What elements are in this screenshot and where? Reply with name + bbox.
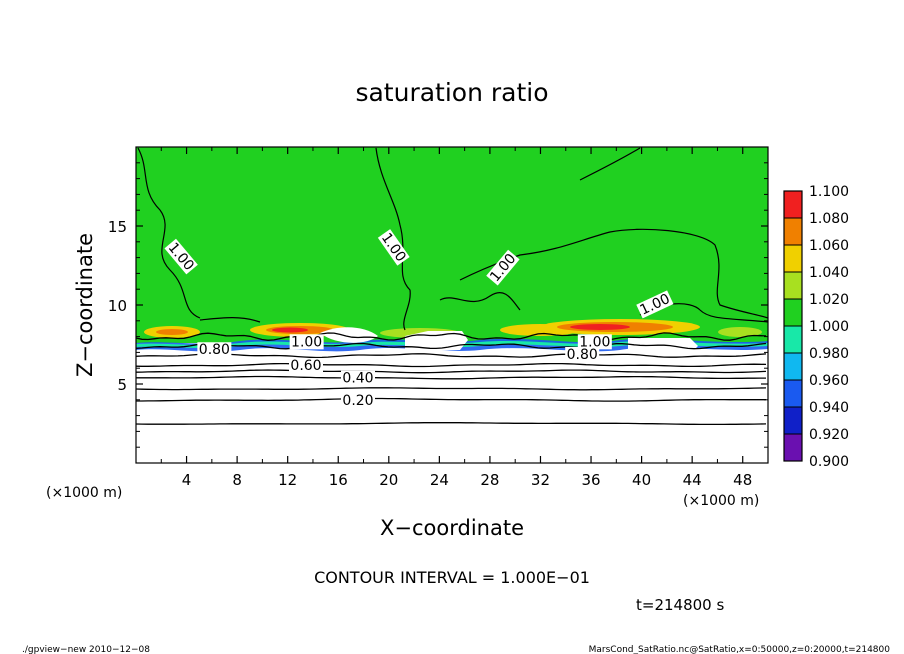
x-tick-label: 4 — [182, 471, 192, 489]
x-tick-label: 44 — [683, 471, 702, 489]
contour-label: 0.80 — [199, 342, 230, 358]
contour-label-bg — [289, 334, 324, 350]
contour-label-bg — [289, 358, 323, 374]
colorbar-label: 0.900 — [809, 454, 849, 470]
contour-line — [439, 291, 521, 311]
contour-line — [459, 228, 768, 319]
supersat-patch — [156, 329, 188, 335]
colorbar-label: 0.940 — [809, 400, 849, 416]
colorbar-label: 1.060 — [809, 238, 849, 254]
dry-pocket — [628, 338, 698, 354]
y-tick-label: 15 — [108, 218, 127, 236]
colorbar-label: 1.100 — [809, 184, 849, 200]
y-axis: 5 10 15 — [108, 162, 768, 448]
contour-label-bg — [565, 346, 600, 362]
contour-label: 0.80 — [567, 347, 598, 363]
contour-label-bg — [341, 370, 375, 386]
contour-label: 0.20 — [342, 393, 373, 409]
x-tick-label: 28 — [480, 471, 499, 489]
contour-label: 1.00 — [579, 334, 610, 350]
contour-label-bg — [341, 392, 375, 408]
colorbar-swatch — [784, 407, 802, 434]
plot-area — [136, 147, 768, 463]
contour-label: 0.40 — [342, 371, 373, 387]
colorbar-swatch — [784, 380, 802, 407]
colorbar-swatch — [784, 434, 802, 461]
supersat-patch — [718, 327, 762, 337]
colorbar-label: 1.020 — [809, 292, 849, 308]
contour-line-0.80 — [136, 342, 767, 350]
supersat-patch — [570, 324, 630, 330]
x-tick-label: 40 — [632, 471, 651, 489]
chart-title: saturation ratio — [355, 78, 548, 107]
colorbar-swatch — [784, 353, 802, 380]
colorbar-label: 1.080 — [809, 211, 849, 227]
colorbar-swatch — [784, 272, 802, 299]
contour-label-bg — [164, 238, 198, 275]
footer-left: ./gpview−new 2010−12−08 — [22, 645, 150, 654]
footer-right: MarsCond_SatRatio.nc@SatRatio,x=0:50000,… — [589, 645, 891, 654]
x-tick-label: 24 — [430, 471, 449, 489]
contour-label-bg — [577, 334, 612, 350]
colorbar: 0.900 0.920 0.940 0.960 0.980 1.000 1.020 1.040… — [783, 184, 849, 470]
contour-line-1.00 — [136, 332, 767, 341]
dry-pocket — [320, 327, 378, 343]
contour-label-bg — [636, 290, 674, 319]
x-tick-label: 8 — [232, 471, 242, 489]
colorbar-label: 0.920 — [809, 427, 849, 443]
contour-line — [136, 369, 767, 374]
x-unit-label-left: (×1000 m) — [46, 485, 122, 501]
contour-line — [199, 317, 261, 323]
subsaturated-region — [136, 343, 768, 463]
contour-line — [136, 352, 767, 359]
x-tick-label: 12 — [278, 471, 297, 489]
contour-line — [137, 147, 201, 319]
colorbar-label: 1.000 — [809, 319, 849, 335]
x-tick-label: 36 — [581, 471, 600, 489]
x-tick-label: 32 — [531, 471, 550, 489]
x-unit-label-right: (×1000 m) — [683, 493, 759, 509]
time-label: t=214800 s — [636, 596, 724, 614]
x-axis: 4 8 12 16 20 24 28 32 36 40 44 48 — [160, 147, 752, 489]
colorbar-label: 0.980 — [809, 346, 849, 362]
x-tick-label: 16 — [329, 471, 348, 489]
colorbar-label: 0.960 — [809, 373, 849, 389]
colorbar-swatch — [784, 191, 802, 218]
contour-line-0.20 — [136, 397, 766, 402]
contour-line — [579, 147, 641, 181]
contour-label-bg — [197, 342, 232, 358]
contour-label-bg — [377, 229, 410, 266]
colorbar-swatch — [784, 218, 802, 245]
contour-lines-upper — [137, 147, 768, 331]
y-tick-label: 5 — [117, 376, 127, 394]
contour-label-bg — [486, 249, 520, 286]
y-axis-label: Z−coordinate — [73, 233, 97, 377]
supersat-patch — [272, 327, 308, 333]
contour-line — [136, 387, 767, 391]
x-axis-label: X−coordinate — [380, 516, 524, 540]
colorbar-swatch — [784, 326, 802, 353]
colorbar-label: 1.040 — [809, 265, 849, 281]
x-tick-label: 48 — [733, 471, 752, 489]
contour-label: 0.60 — [290, 358, 321, 374]
contour-interval-note: CONTOUR INTERVAL = 1.000E−01 — [314, 568, 590, 587]
contour-label: 1.00 — [291, 334, 322, 350]
colorbar-swatch — [784, 299, 802, 326]
x-tick-label: 20 — [379, 471, 398, 489]
contour-lines-lower — [136, 332, 767, 426]
colorbar-swatch — [784, 245, 802, 272]
contour-line-0.40 — [136, 375, 766, 380]
contour-line-0.60 — [136, 362, 767, 368]
contour-line — [136, 422, 767, 426]
y-tick-label: 10 — [108, 297, 127, 315]
